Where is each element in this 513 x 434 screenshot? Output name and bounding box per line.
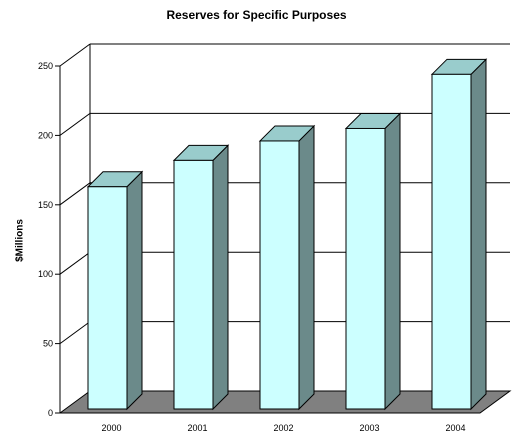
chart-title: Reserves for Specific Purposes	[166, 8, 347, 22]
y-tick-label: 50	[43, 339, 53, 349]
bar	[345, 127, 386, 410]
x-tick-label: 2001	[187, 423, 207, 433]
y-tick-label: 0	[48, 408, 53, 418]
bar-side	[212, 144, 229, 411]
y-tick-label: 150	[38, 200, 53, 210]
x-tick-label: 2002	[273, 423, 293, 433]
gridline-diagonal	[59, 321, 91, 345]
x-tick-label: 2000	[101, 423, 121, 433]
bar-side	[384, 112, 401, 411]
y-tick-label: 100	[38, 269, 53, 279]
gridline-diagonal	[59, 112, 91, 136]
y-tick-label: 250	[38, 61, 53, 71]
x-tick-label: 2004	[445, 423, 465, 433]
gridline-diagonal	[59, 251, 91, 275]
bar	[431, 73, 472, 410]
bar	[173, 159, 214, 410]
bar-side	[470, 58, 487, 411]
gridline-diagonal	[59, 182, 91, 206]
bar	[87, 186, 128, 410]
x-tick-label: 2003	[359, 423, 379, 433]
bar-side	[126, 170, 143, 411]
y-tick-label: 200	[38, 130, 53, 140]
bar-side	[298, 124, 315, 411]
bar	[259, 140, 300, 410]
gridline-diagonal	[59, 43, 91, 67]
